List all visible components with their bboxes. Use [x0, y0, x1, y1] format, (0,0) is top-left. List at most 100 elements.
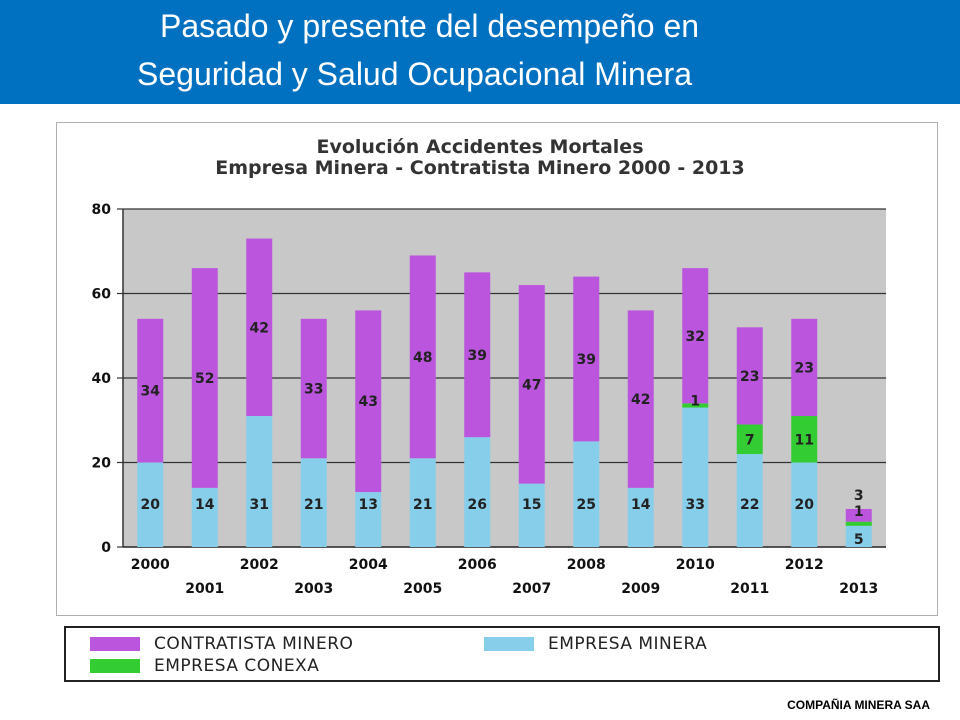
- bar-empresa-minera-2004: [355, 492, 382, 547]
- data-label-contratista-2005: 48: [413, 350, 432, 366]
- legend-swatch-empresa-minera: [484, 637, 534, 651]
- data-label-contratista-2002: 42: [250, 320, 269, 336]
- bar-empresa-minera-2012: [791, 462, 818, 547]
- legend-label-conexa: EMPRESA CONEXA: [154, 656, 320, 676]
- data-label-empresa-minera-2007: 15: [522, 497, 541, 513]
- y-tick-label-80: 80: [92, 202, 112, 218]
- data-label-conexa-2011: 7: [745, 432, 755, 448]
- bar-contratista-2007: [518, 285, 545, 484]
- data-label-empresa-minera-2000: 20: [141, 497, 161, 513]
- x-tick-label-2000: 2000: [131, 557, 170, 573]
- bar-contratista-2001: [191, 268, 218, 488]
- data-label-empresa-minera-2010: 33: [686, 497, 705, 513]
- x-tick-label-2008: 2008: [567, 557, 606, 573]
- x-tick-label-2009: 2009: [621, 581, 660, 597]
- legend-label-empresa-minera: EMPRESA MINERA: [548, 634, 708, 654]
- data-label-contratista-2006: 39: [468, 348, 487, 364]
- x-tick-label-2013: 2013: [839, 581, 878, 597]
- x-tick-label-2010: 2010: [676, 557, 715, 573]
- bar-empresa-minera-2005: [409, 458, 436, 547]
- data-label-empresa-minera-2012: 20: [795, 497, 815, 513]
- bar-conexa-2010: [682, 403, 709, 408]
- legend-swatch-contratista: [90, 637, 140, 651]
- bar-empresa-minera-2001: [191, 487, 218, 547]
- data-label-contratista-2009: 42: [631, 392, 650, 408]
- legend-label-contratista: CONTRATISTA MINERO: [154, 634, 354, 654]
- slide-title-line-2: Seguridad y Salud Ocupacional Minera: [137, 56, 692, 92]
- bar-empresa-minera-2003: [300, 458, 327, 547]
- x-tick-label-2002: 2002: [240, 557, 279, 573]
- bar-contratista-2000: [137, 318, 164, 463]
- bar-contratista-2013: [845, 508, 872, 522]
- bar-contratista-2004: [355, 310, 382, 493]
- data-label-empresa-minera-2001: 14: [195, 497, 215, 513]
- data-label-empresa-minera-2003: 21: [304, 497, 323, 513]
- data-label-empresa-minera-2011: 22: [740, 497, 759, 513]
- x-tick-label-2001: 2001: [185, 581, 224, 597]
- data-label-contratista-2001: 52: [195, 371, 214, 387]
- data-label-contratista-2000: 34: [141, 384, 161, 400]
- x-tick-label-2007: 2007: [512, 581, 551, 597]
- data-label-contratista-2008: 39: [577, 352, 596, 368]
- legend-item-empresa-minera: EMPRESA MINERA: [484, 634, 707, 654]
- bar-contratista-2002: [246, 238, 273, 417]
- bar-contratista-2010: [682, 268, 709, 404]
- legend-item-conexa: EMPRESA CONEXA: [90, 656, 319, 676]
- data-label-empresa-minera-2006: 26: [468, 497, 487, 513]
- bar-empresa-minera-2009: [627, 487, 654, 547]
- data-label-contratista-2013: 3: [854, 488, 864, 504]
- chart-legend: CONTRATISTA MINERO EMPRESA MINERA EMPRES…: [64, 626, 940, 682]
- bar-contratista-2006: [464, 272, 491, 438]
- bar-contratista-2008: [573, 276, 600, 442]
- data-label-empresa-minera-2013: 5: [854, 532, 864, 548]
- data-label-empresa-minera-2009: 14: [631, 497, 651, 513]
- y-tick-label-0: 0: [101, 540, 111, 556]
- bar-empresa-minera-2013: [845, 525, 872, 547]
- data-label-contratista-2012: 23: [795, 360, 814, 376]
- data-label-conexa-2013: 1: [854, 504, 864, 520]
- slide-title-line-1: Pasado y presente del desempeño en: [160, 8, 700, 44]
- bar-conexa-2012: [791, 416, 818, 463]
- data-label-empresa-minera-2002: 31: [250, 497, 269, 513]
- y-tick-label-40: 40: [92, 371, 112, 387]
- legend-swatch-conexa: [90, 659, 140, 673]
- slide-header: Pasado y presente del desempeño en Segur…: [0, 0, 960, 104]
- bar-contratista-2011: [736, 327, 763, 425]
- bar-empresa-minera-2010: [682, 407, 709, 547]
- y-tick-label-60: 60: [92, 287, 112, 303]
- bar-conexa-2011: [736, 424, 763, 455]
- x-tick-label-2003: 2003: [294, 581, 333, 597]
- bar-contratista-2009: [627, 310, 654, 488]
- bar-empresa-minera-2011: [736, 454, 763, 547]
- bar-contratista-2005: [409, 255, 436, 459]
- company-footer: COMPAÑIA MINERA SAA: [787, 698, 930, 712]
- bar-contratista-2003: [300, 318, 327, 459]
- data-label-contratista-2004: 43: [359, 394, 378, 410]
- data-label-empresa-minera-2005: 21: [413, 497, 432, 513]
- x-tick-label-2004: 2004: [349, 557, 388, 573]
- x-tick-label-2005: 2005: [403, 581, 442, 597]
- x-tick-label-2006: 2006: [458, 557, 497, 573]
- bar-conexa-2013: [845, 521, 872, 526]
- bar-empresa-minera-2006: [464, 437, 491, 547]
- x-tick-label-2012: 2012: [785, 557, 824, 573]
- legend-item-contratista: CONTRATISTA MINERO: [90, 634, 353, 654]
- data-label-conexa-2012: 11: [795, 432, 814, 448]
- bar-empresa-minera-2000: [137, 462, 164, 547]
- data-label-conexa-2010: 1: [690, 393, 700, 409]
- data-label-contratista-2011: 23: [740, 369, 759, 385]
- bar-empresa-minera-2002: [246, 416, 273, 547]
- x-tick-label-2011: 2011: [730, 581, 769, 597]
- data-label-contratista-2010: 32: [686, 329, 705, 345]
- data-label-contratista-2007: 47: [522, 377, 541, 393]
- chart-subtitle: Empresa Minera - Contratista Minero 2000…: [215, 157, 745, 179]
- data-label-empresa-minera-2008: 25: [577, 497, 596, 513]
- y-tick-label-20: 20: [92, 456, 112, 472]
- data-label-contratista-2003: 33: [304, 382, 323, 398]
- bar-empresa-minera-2007: [518, 483, 545, 547]
- bar-contratista-2012: [791, 318, 818, 417]
- data-label-empresa-minera-2004: 13: [359, 497, 378, 513]
- chart-title: Evolución Accidentes Mortales: [316, 136, 644, 158]
- bar-empresa-minera-2008: [573, 441, 600, 547]
